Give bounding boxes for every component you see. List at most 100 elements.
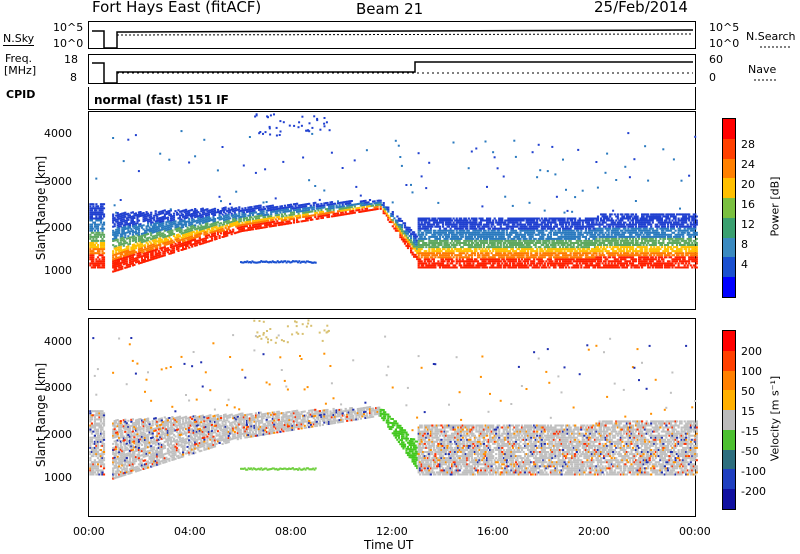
radar-cell [545,260,547,262]
radar-cell [602,224,604,226]
radar-cell [95,238,97,240]
radar-cell [288,220,290,222]
radar-cell [485,264,487,266]
radar-cell [456,262,458,264]
radar-cell [600,218,602,220]
radar-cell [513,224,515,226]
radar-cell [605,262,607,264]
radar-cell [597,187,599,189]
radar-cell [516,222,518,224]
radar-cell [164,254,166,256]
radar-cell [609,228,611,230]
radar-cell [500,264,502,266]
radar-cell [527,254,529,256]
radar-cell [451,240,453,242]
radar-cell [456,230,458,232]
radar-cell [580,267,582,269]
radar-cell [535,244,537,246]
radar-cell [307,219,309,221]
radar-cell [562,159,564,161]
radar-cell [456,218,458,220]
radar-cell [491,252,493,254]
radar-cell [571,211,573,213]
radar-cell [456,244,458,246]
radar-cell [485,230,487,232]
radar-cell [483,246,485,248]
radar-cell [437,224,439,226]
radar-cell [486,250,488,252]
radar-cell [481,248,483,250]
radar-cell [515,258,517,260]
radar-cell [384,210,386,212]
radar-cell [580,264,582,266]
radar-cell [314,185,316,187]
radar-cell [579,262,581,264]
radar-cell [564,212,566,214]
radar-cell [410,235,412,237]
radar-cell [529,258,531,260]
radar-cell [615,220,617,222]
radar-cell [377,206,379,208]
radar-cell [614,256,616,258]
radar-cell [471,244,473,246]
radar-cell [333,211,335,213]
radar-cell [556,234,558,236]
radar-cell [532,248,534,250]
radar-cell [127,245,129,247]
radar-cell [486,238,488,240]
radar-cell [263,210,265,212]
radar-cell [398,145,400,147]
radar-cell [425,238,427,240]
radar-cell [567,210,569,212]
radar-cell [570,252,572,254]
radar-cell [392,201,394,203]
radar-cell [143,224,145,226]
radar-cell [333,207,335,209]
radar-cell [597,218,599,220]
radar-cell [592,222,594,224]
radar-cell [307,213,309,215]
radar-cell [451,258,453,260]
radar-cell [614,254,616,256]
radar-cell [518,236,520,238]
radar-cell [466,220,468,222]
radar-cell [485,256,487,258]
radar-cell [428,258,430,260]
radar-cell [510,252,512,254]
radar-cell [500,252,502,254]
radar-cell [424,224,426,226]
radar-cell [188,247,190,249]
radar-cell [203,139,205,141]
radar-cell [392,211,394,213]
radar-cell [258,217,260,219]
radar-cell [249,136,251,138]
radar-cell [316,212,318,214]
radar-cell [580,256,582,258]
radar-cell [101,209,103,211]
radar-cell [500,260,502,262]
radar-cell [135,237,137,239]
radar-cell [602,238,604,240]
radar-cell [278,214,280,216]
radar-cell [101,218,103,220]
radar-cell [92,250,94,252]
radar-cell [595,242,597,244]
radar-cell [554,264,556,266]
radar-cell [556,226,558,228]
radar-cell [442,224,444,226]
radar-cell [559,228,561,230]
radar-cell [112,137,114,139]
radar-cell [503,236,505,238]
radar-cell [421,248,423,250]
radar-cell [103,203,105,205]
radar-cell [599,238,601,240]
radar-cell [582,222,584,224]
radar-cell [97,244,99,246]
radar-cell [521,258,523,260]
radar-cell [358,209,360,211]
radar-cell [89,238,91,240]
radar-cell [603,254,605,256]
radar-cell [477,260,479,262]
radar-cell [542,238,544,240]
radar-cell [494,230,496,232]
